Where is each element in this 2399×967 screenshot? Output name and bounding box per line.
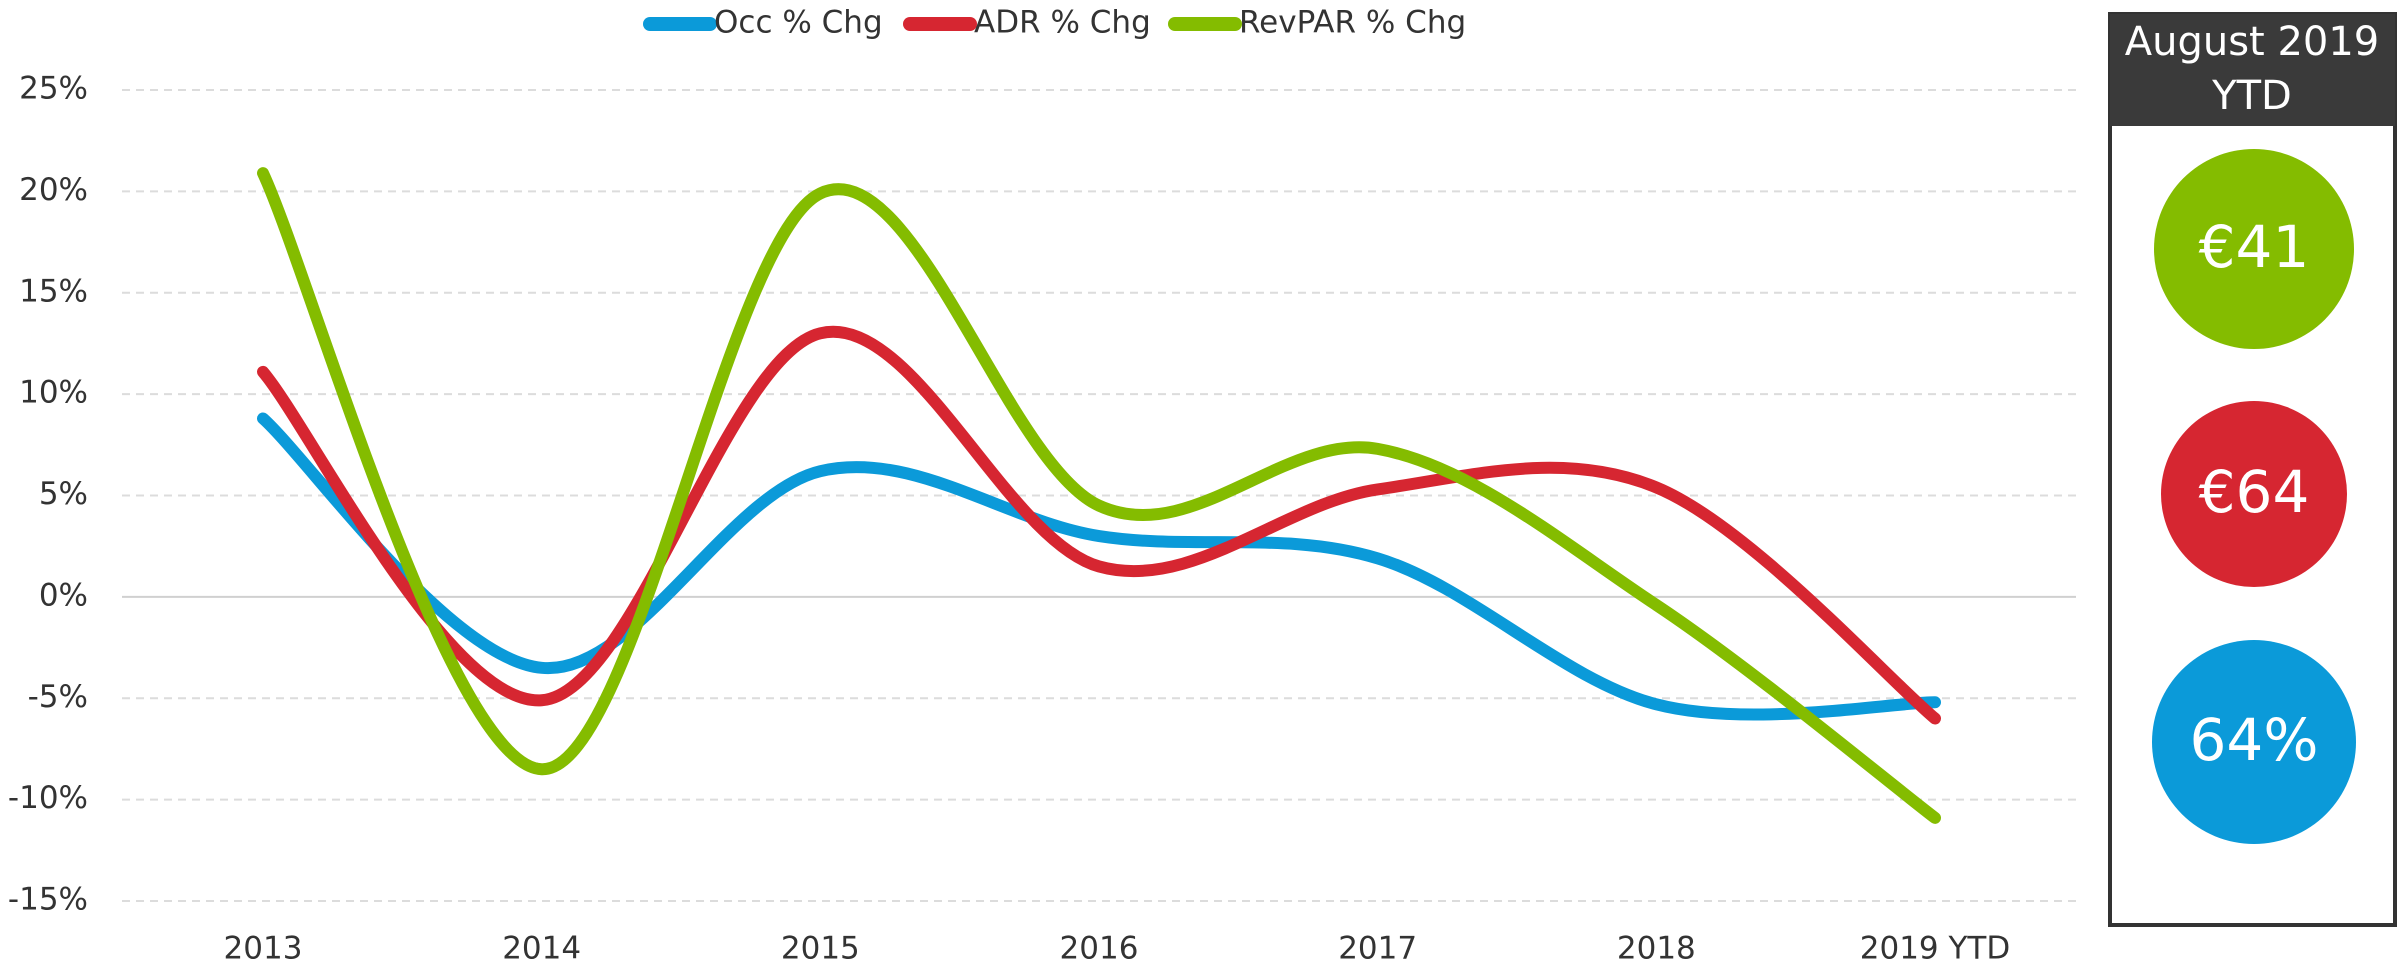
y-tick-label: 15% [19,273,88,309]
series-line [257,167,1941,824]
y-tick-label: 0% [39,577,88,613]
y-tick-label: 20% [19,172,88,208]
y-tick-label: -15% [8,882,88,918]
x-tick-label: 2018 [1617,931,1696,967]
kpi-header [2110,14,2395,126]
x-tick-label: 2014 [502,931,581,967]
kpi-circle [2161,401,2347,587]
y-tick-label: -5% [28,679,88,715]
legend-label: ADR % Chg [974,5,1151,41]
x-tick-label: 2013 [224,931,303,967]
kpi-title: YTD [2211,73,2292,119]
kpi-value: 64% [2190,706,2319,774]
x-tick-label: 2017 [1338,931,1417,967]
legend-label: Occ % Chg [714,5,883,41]
series-line [257,325,1941,725]
series-line [257,412,1941,721]
x-tick-label: 2016 [1060,931,1139,967]
kpi-value: €64 [2199,458,2310,526]
kpi-title: August 2019 [2125,19,2380,65]
x-tick-label: 2019 YTD [1860,931,2011,967]
kpi-circle [2154,149,2354,349]
y-tick-label: 10% [19,375,88,411]
y-tick-label: -10% [8,780,88,816]
y-tick-label: 5% [39,476,88,512]
legend-label: RevPAR % Chg [1239,5,1466,41]
y-tick-label: 25% [19,71,88,107]
kpi-circle [2152,640,2356,844]
x-tick-label: 2015 [781,931,860,967]
kpi-value: €41 [2199,213,2310,281]
